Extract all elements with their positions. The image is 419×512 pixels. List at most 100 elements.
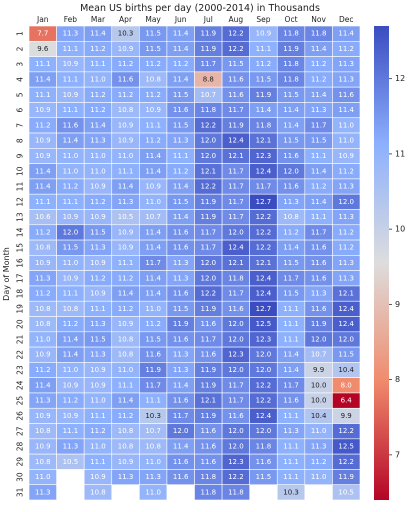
cell-value-label: 11.0 [35,335,51,343]
cell-value-label: 11.4 [35,183,51,191]
cell-value-label: 11.4 [311,91,327,99]
cell-value-label: 10.9 [90,259,106,267]
cell-value-label: 11.8 [283,60,299,68]
cell-value-label: 12.0 [256,366,272,374]
cell-value-label: 11.6 [228,91,244,99]
cell-value-label: 12.0 [228,335,244,343]
cell-value-label: 10.5 [63,458,79,466]
cell-value-label: 11.5 [90,228,106,236]
cell-value-label: 10.8 [35,244,51,252]
cell-value-label: 11.2 [311,458,327,466]
cell-value-label: 11.2 [311,183,327,191]
cell-value-label: 12.1 [256,259,272,267]
cell-value-label: 12.1 [228,152,244,160]
y-tick-label: 24 [16,380,25,390]
x-tick-label: Jun [174,15,187,24]
y-tick-label: 8 [16,138,25,143]
cell-value-label: 11.1 [283,442,299,450]
cell-value-label: 11.5 [90,335,106,343]
cell-value-label: 11.0 [118,366,134,374]
cell-value-label: 12.5 [256,320,272,328]
cell-value-label: 11.9 [200,366,216,374]
cell-value-label: 11.2 [311,60,327,68]
cell-value-label: 11.2 [338,244,354,252]
cell-value-label: 11.4 [173,45,189,53]
cell-value-label: 10.3 [145,412,161,420]
cell-value-label: 11.4 [173,76,189,84]
cell-value-label: 11.7 [228,397,244,405]
cell-value-label: 11.1 [256,45,272,53]
cell-value-label: 10.8 [145,442,161,450]
cell-value-label: 9.6 [37,45,49,53]
cell-value-label: 11.1 [283,335,299,343]
cell-value-label: 12.0 [228,366,244,374]
cell-value-label: 11.3 [338,60,354,68]
cell-value-label: 11.7 [283,274,299,282]
cell-value-label: 11.5 [256,473,272,481]
cell-value-label: 12.3 [256,152,272,160]
cell-value-label: 11.5 [145,45,161,53]
cell-value-label: 11.3 [311,290,327,298]
cell-value-label: 11.6 [228,76,244,84]
cell-value-label: 11.5 [145,30,161,38]
cell-value-label: 11.9 [256,91,272,99]
y-tick-label: 20 [16,319,25,329]
cell-value-label: 11.0 [63,259,79,267]
colorbar-ticks: 7 8 9 10 11 12 [389,74,405,459]
cell-value-label: 11.2 [90,198,106,206]
cell-value-label: 11.1 [118,259,134,267]
cell-value-label: 12.2 [256,213,272,221]
cell-value-label: 11.8 [311,30,327,38]
y-tick-label: 10 [16,166,25,176]
cell-value-label: 11.0 [118,152,134,160]
y-tick-label: 23 [16,365,25,375]
cell-value-label: 11.9 [200,198,216,206]
cell-value-label: 12.2 [200,290,216,298]
cell-value-label: 10.9 [90,473,106,481]
cell-value-label: 11.1 [283,458,299,466]
cell-value-label: 11.4 [173,442,189,450]
cell-value-label: 11.3 [90,320,106,328]
cell-value-label: 12.2 [228,45,244,53]
cell-value-label: 12.1 [338,290,354,298]
cell-value-label: 11.0 [145,305,161,313]
cell-value-label: 12.0 [228,228,244,236]
cell-value-label: 11.5 [256,76,272,84]
cell-value-label: 11.3 [311,442,327,450]
cell-value-label: 10.8 [118,427,134,435]
cell-value-label: 11.3 [338,76,354,84]
cell-value-label: 10.7 [145,427,161,435]
cell-value-label: 12.0 [200,259,216,267]
cell-value-label: 11.1 [63,45,79,53]
cell-value-label: 11.4 [118,397,134,405]
cell-value-label: 11.7 [200,244,216,252]
cell-value-label: 11.1 [35,60,51,68]
cell-value-label: 11.4 [311,167,327,175]
cell-value-label: 11.6 [173,106,189,114]
y-tick-label: 12 [16,197,25,207]
cell-value-label: 11.4 [145,167,161,175]
cell-value-label: 11.1 [63,76,79,84]
cell-value-label: 12.5 [338,442,354,450]
cell-value-label: 11.1 [311,152,327,160]
cell-value-label: 10.9 [35,106,51,114]
cell-value-label: 10.5 [118,213,134,221]
cell-value-label: 11.0 [145,488,161,496]
cell-value-label: 11.4 [63,351,79,359]
cell-value-label: 11.2 [145,137,161,145]
cell-value-label: 11.2 [63,183,79,191]
cell-value-label: 11.7 [228,290,244,298]
colorbar-tick-label: 11 [395,149,405,158]
cell-value-label: 11.2 [311,76,327,84]
cell-value-label: 11.8 [256,442,272,450]
cell-value-label: 11.3 [173,259,189,267]
cell-value-label: 11.8 [228,274,244,282]
y-tick-label: 5 [16,92,25,97]
cell-value-label: 12.1 [200,397,216,405]
cell-value-label: 11.3 [283,198,299,206]
cell-value-label: 12.4 [338,320,354,328]
cell-value-label: 11.6 [311,305,327,313]
cell-value-label: 11.6 [200,320,216,328]
cell-value-label: 11.3 [173,366,189,374]
cell-value-label: 11.6 [173,473,189,481]
